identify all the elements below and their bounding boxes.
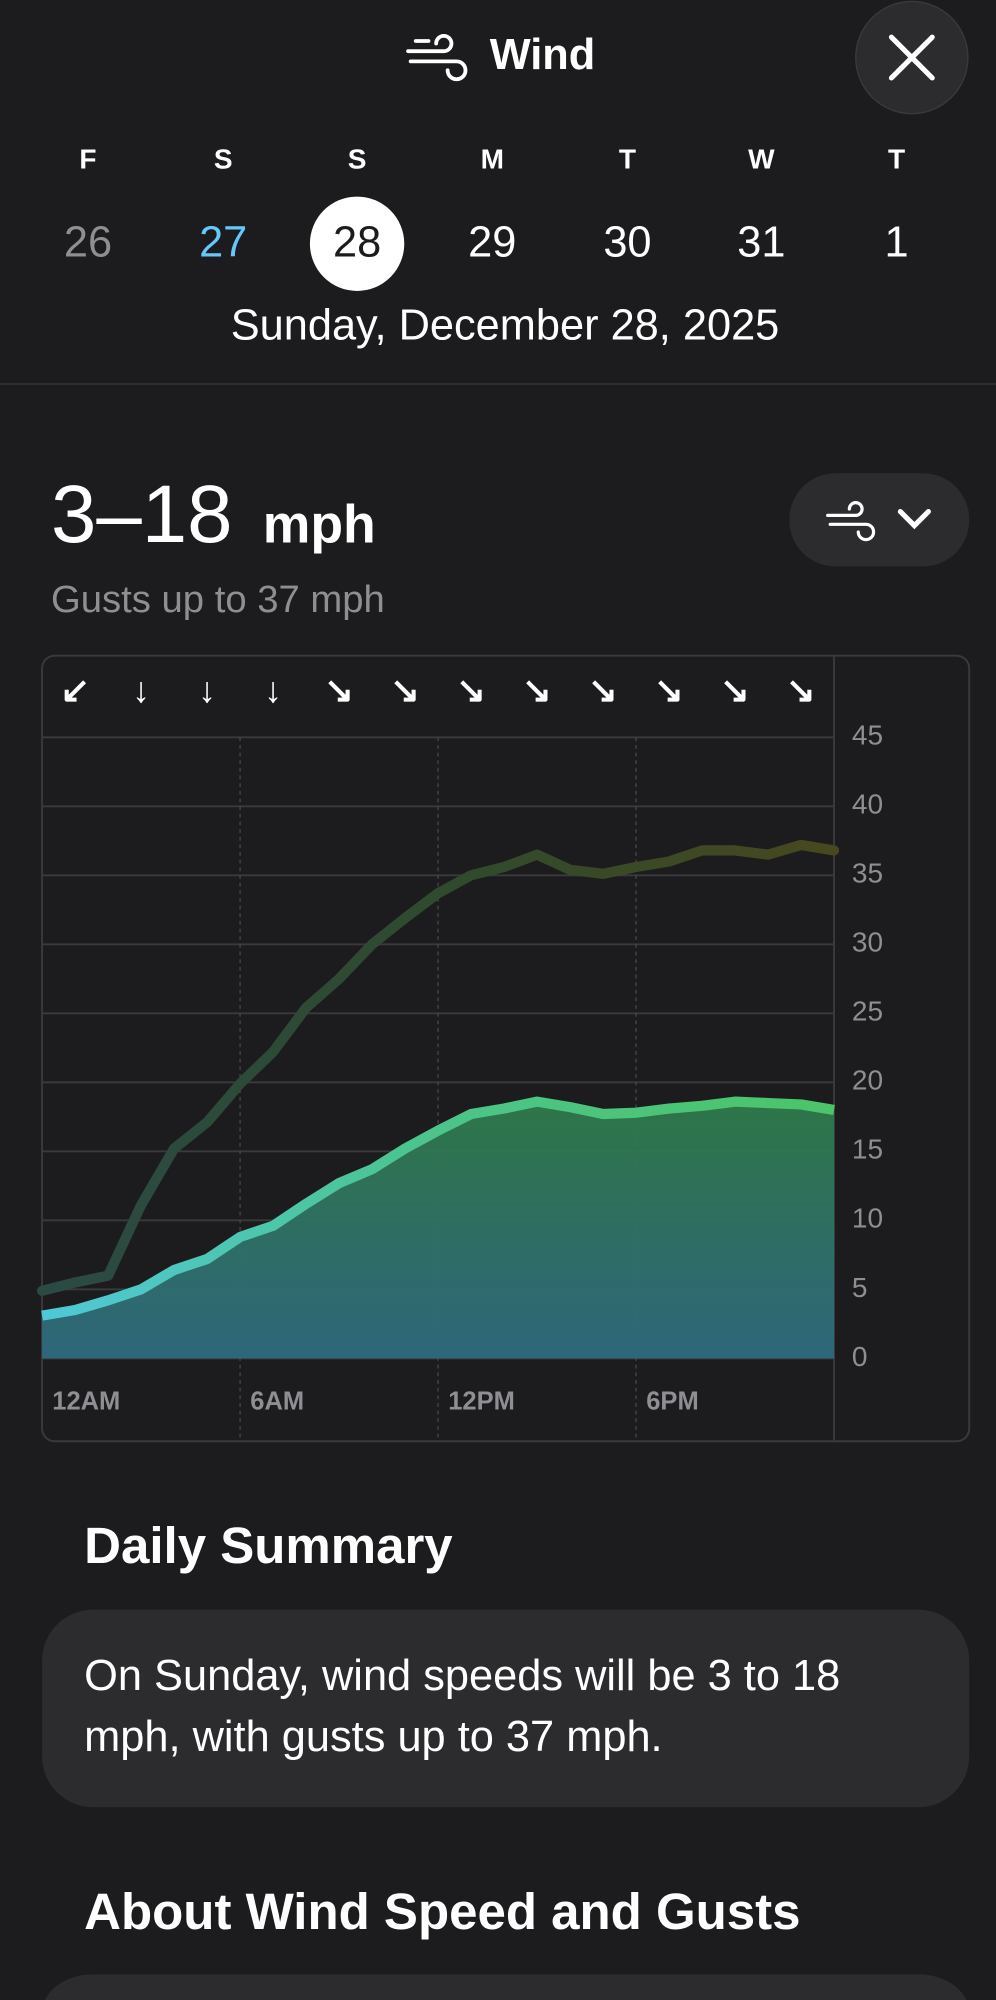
wind-direction: ↙ bbox=[60, 670, 90, 710]
day-letter: S bbox=[348, 143, 367, 174]
day-date: 28 bbox=[333, 218, 381, 266]
x-tick-label: 6PM bbox=[646, 1388, 698, 1416]
headline-range: 3–18 bbox=[51, 469, 233, 560]
chart-frame bbox=[41, 654, 971, 1443]
gusts-subtitle: Gusts up to 37 mph bbox=[51, 578, 385, 621]
wind-direction: ↘ bbox=[654, 670, 684, 710]
day-letter: T bbox=[619, 143, 636, 174]
wind-direction: ↓ bbox=[198, 670, 216, 710]
headline-unit: mph bbox=[263, 495, 376, 554]
section-title: About Wind Speed and Gusts bbox=[84, 1883, 800, 1940]
wind-direction: ↘ bbox=[522, 670, 552, 710]
day-button[interactable]: 29 bbox=[468, 218, 516, 266]
speed-line bbox=[41, 1096, 835, 1321]
summary-text: On Sunday, wind speeds will be 3 to 18 m… bbox=[84, 1651, 841, 1762]
x-tick-label: 6AM bbox=[250, 1388, 304, 1416]
selected-day bbox=[309, 196, 405, 291]
day-button[interactable]: 30 bbox=[603, 218, 651, 266]
wind-direction: ↘ bbox=[324, 670, 354, 710]
title: Wind bbox=[490, 31, 596, 79]
wind-direction: ↓ bbox=[264, 670, 282, 710]
wind-direction: ↘ bbox=[786, 670, 816, 710]
wind-icon bbox=[406, 34, 468, 82]
summary-box: On Sunday, wind speeds will be 3 to 18 m… bbox=[84, 1651, 841, 1762]
y-tick-label: 30 bbox=[852, 927, 883, 958]
x-tick-label: 12PM bbox=[448, 1388, 515, 1416]
day-letter: W bbox=[748, 143, 775, 174]
y-tick-label: 0 bbox=[852, 1341, 868, 1372]
day-button[interactable]: 31 bbox=[737, 218, 785, 266]
day-button[interactable]: 28 bbox=[309, 196, 405, 291]
y-tick-label: 10 bbox=[852, 1203, 883, 1234]
y-tick-label: 5 bbox=[852, 1272, 868, 1303]
wind-direction: ↘ bbox=[720, 670, 750, 710]
day-letter: S bbox=[214, 143, 233, 174]
y-tick-label: 40 bbox=[852, 789, 883, 820]
wind-direction: ↘ bbox=[456, 670, 486, 710]
day-button[interactable]: 26 bbox=[64, 218, 112, 266]
day-date: 1 bbox=[884, 218, 908, 266]
full-date: Sunday, December 28, 2025 bbox=[231, 301, 780, 349]
wind-direction: ↘ bbox=[390, 670, 420, 710]
wind-direction: ↓ bbox=[132, 670, 150, 710]
y-tick-label: 15 bbox=[852, 1134, 883, 1165]
layer-picker[interactable] bbox=[789, 473, 970, 567]
y-tick-label: 25 bbox=[852, 996, 883, 1027]
day-letter: T bbox=[888, 143, 905, 174]
day-date: 29 bbox=[468, 218, 516, 266]
day-button[interactable]: 1 bbox=[884, 218, 908, 266]
close-button[interactable] bbox=[855, 0, 969, 115]
section-title: Daily Summary bbox=[84, 1517, 453, 1574]
day-letter: F bbox=[79, 143, 96, 174]
day-date: 31 bbox=[737, 218, 785, 266]
x-tick-label: 12AM bbox=[52, 1388, 120, 1416]
y-tick-label: 20 bbox=[852, 1065, 883, 1096]
about-card bbox=[44, 1974, 967, 2000]
day-date: 26 bbox=[64, 218, 112, 266]
gust-line bbox=[36, 839, 840, 1296]
summary-card bbox=[42, 1609, 970, 1808]
y-tick-label: 45 bbox=[852, 720, 883, 751]
day-button[interactable]: 27 bbox=[199, 218, 247, 266]
day-letter: M bbox=[481, 143, 504, 174]
day-date: 27 bbox=[199, 218, 247, 266]
day-date: 30 bbox=[603, 218, 651, 266]
wind-direction: ↘ bbox=[588, 670, 618, 710]
y-tick-label: 35 bbox=[852, 858, 883, 889]
speed-area bbox=[42, 1101, 835, 1359]
